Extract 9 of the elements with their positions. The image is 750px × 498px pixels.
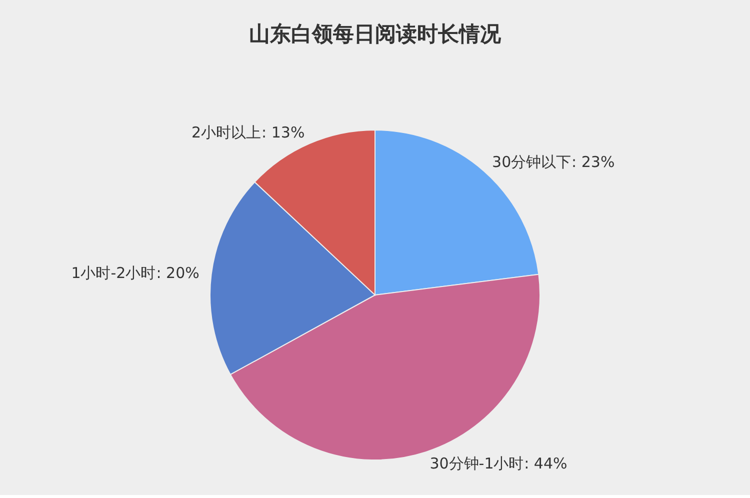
slice-label: 1小时-2小时	[71, 264, 156, 282]
slice-label: 30分钟-1小时	[430, 454, 524, 472]
slice-label: 30分钟以下	[492, 153, 572, 172]
chart-title: 山东白领每日阅读时长情况	[249, 22, 502, 46]
data-label: : 20%	[156, 264, 200, 282]
slice-label: 2小时以上	[191, 124, 262, 142]
data-label: : 13%	[262, 124, 305, 142]
data-label: : 23%	[572, 153, 615, 172]
data-label: : 44%	[524, 454, 568, 472]
